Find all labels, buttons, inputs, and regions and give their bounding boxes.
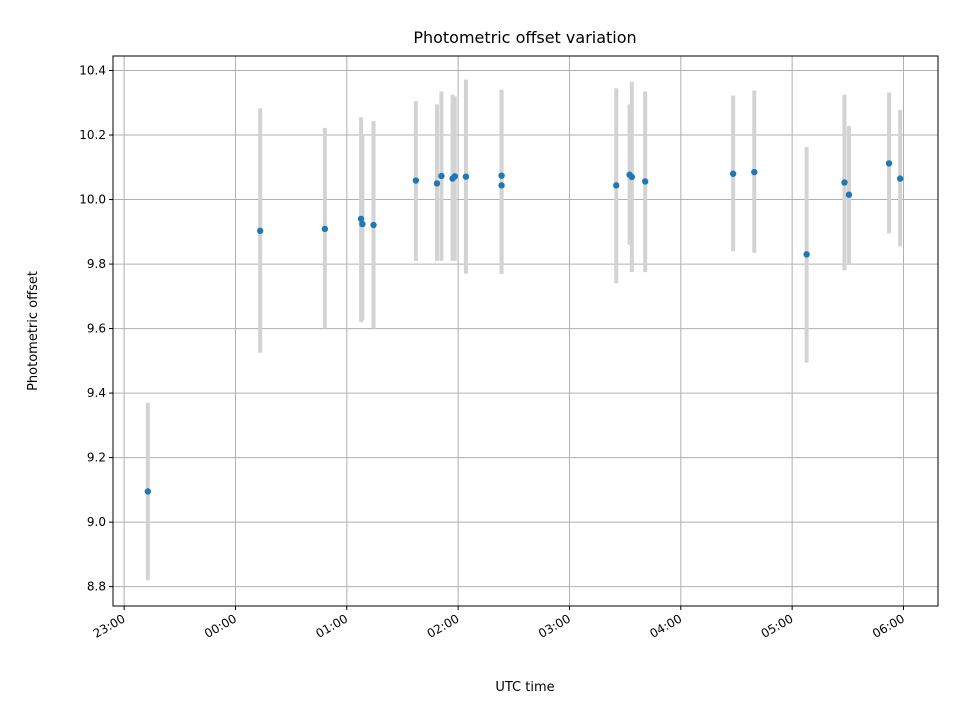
y-tick-label: 8.8 xyxy=(87,580,106,594)
data-point xyxy=(845,191,853,198)
data-point xyxy=(628,173,636,181)
data-points xyxy=(144,160,904,495)
y-tick-label: 9.0 xyxy=(87,515,106,529)
y-axis-label: Photometric offset xyxy=(26,271,41,391)
data-point xyxy=(321,225,329,233)
y-tick-label: 10.4 xyxy=(79,64,106,78)
y-tick-label: 10.2 xyxy=(79,128,106,142)
data-point xyxy=(841,179,848,186)
y-tick-label: 9.8 xyxy=(87,257,106,271)
y-axis-ticks: 8.8 9.0 9.2 9.4 9.6 9.8 10.0 10.2 10.4 xyxy=(79,64,113,594)
y-tick-label: 10.0 xyxy=(79,193,106,207)
data-point xyxy=(885,160,893,167)
data-point xyxy=(613,182,620,189)
grid-lines xyxy=(113,56,938,606)
data-point xyxy=(641,178,649,185)
data-point xyxy=(498,182,505,189)
data-point xyxy=(896,175,904,182)
data-point xyxy=(412,177,420,184)
data-point xyxy=(498,172,505,179)
data-point xyxy=(451,173,459,180)
data-point xyxy=(433,180,441,187)
y-tick-label: 9.6 xyxy=(87,322,106,336)
chart-title: Photometric offset variation xyxy=(413,28,636,47)
data-point xyxy=(751,168,758,176)
data-point xyxy=(803,251,810,258)
y-tick-label: 9.2 xyxy=(87,451,106,465)
data-point xyxy=(359,220,366,228)
data-point xyxy=(256,227,264,235)
data-point xyxy=(144,488,152,495)
data-point xyxy=(729,170,737,177)
y-tick-label: 9.4 xyxy=(87,386,106,400)
x-axis-label: UTC time xyxy=(495,680,554,695)
data-point xyxy=(438,172,445,180)
data-point xyxy=(370,221,377,229)
data-point xyxy=(357,215,365,223)
data-point xyxy=(462,173,470,180)
plot-frame xyxy=(112,55,939,607)
